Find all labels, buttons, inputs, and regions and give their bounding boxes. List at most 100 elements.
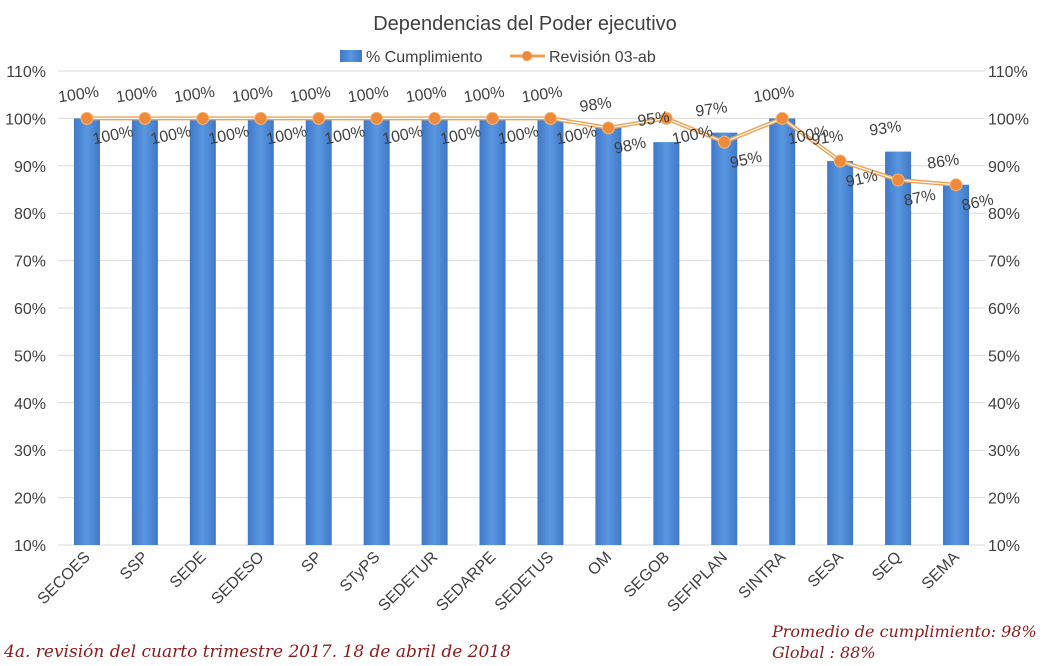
y-tick-label-right: 20% [988, 491, 1020, 508]
bar-data-label: 100% [57, 84, 100, 107]
bar [595, 127, 622, 545]
legend-bar-swatch [340, 50, 362, 62]
footnote-average: Promedio de cumplimiento: 98% [772, 622, 1037, 641]
chart-title: Dependencias del Poder ejecutivo [373, 13, 677, 35]
category-label: SEQ [869, 549, 905, 585]
bar-data-label: 100% [347, 84, 390, 107]
line-point [254, 111, 268, 125]
line-point [428, 111, 442, 125]
bar [537, 118, 564, 546]
series-line-inner [87, 117, 957, 186]
bar-data-label: 97% [694, 99, 728, 120]
y-tick-label-left: 50% [14, 348, 46, 365]
bar-data-label: 93% [868, 118, 902, 139]
line-data-label: 91% [844, 168, 879, 191]
bar [421, 118, 448, 546]
bar-series [73, 118, 970, 546]
bar [131, 118, 158, 546]
footnote-left: 4a. revisión del cuarto trimestre 2017. … [4, 642, 511, 662]
bar [943, 184, 970, 545]
line-point [138, 111, 152, 125]
y-tick-label-right: 80% [988, 206, 1020, 223]
bar [827, 161, 854, 545]
y-tick-label-left: 60% [14, 301, 46, 318]
bar [305, 118, 332, 546]
category-label: OM [585, 549, 615, 579]
bar [189, 118, 216, 546]
y-axis-left: 10% 20% 30% 40% 50% 60% 70% 80% 90% 100% 110% [5, 64, 46, 555]
y-tick-label-left: 100% [5, 111, 46, 128]
bar [885, 151, 912, 545]
y-tick-label-right: 50% [988, 348, 1020, 365]
category-label: SEDESO [208, 549, 267, 608]
footnote-global: Global : 88% [772, 643, 876, 662]
line-data-label: 95% [729, 149, 764, 172]
y-tick-label-right: 90% [988, 159, 1020, 176]
bar-data-label: 100% [289, 84, 332, 107]
bar [769, 118, 796, 546]
bar-data-label: 100% [521, 84, 564, 107]
y-tick-label-right: 70% [988, 254, 1020, 271]
y-tick-label-right: 60% [988, 301, 1020, 318]
bar [653, 142, 680, 545]
bar-data-label: 95% [637, 109, 671, 130]
y-tick-label-left: 110% [6, 64, 46, 81]
category-label: SEFIPLAN [664, 549, 731, 616]
category-label: SEDE [167, 549, 210, 592]
line-data-label: 86% [960, 191, 995, 214]
y-tick-label-right: 30% [988, 443, 1020, 460]
category-label: SESA [805, 549, 847, 591]
line-point [833, 154, 847, 168]
y-tick-label-left: 30% [14, 443, 46, 460]
category-label: SEMA [919, 549, 963, 593]
category-label: SSP [117, 549, 152, 584]
category-label: STyPS [337, 549, 384, 596]
line-series [80, 111, 963, 192]
legend-line-marker [522, 51, 532, 61]
bar [711, 132, 738, 545]
line-data-label: 100% [671, 123, 715, 148]
line-point [80, 111, 94, 125]
line-point [370, 111, 384, 125]
bar-data-label: 100% [463, 84, 506, 107]
category-label: SEGOB [621, 549, 673, 601]
legend: % Cumplimiento Revisión 03-ab [340, 49, 656, 66]
y-tick-label-left: 80% [14, 206, 46, 223]
line-point [543, 111, 557, 125]
line-point [891, 173, 905, 187]
line-point [949, 178, 963, 192]
bar-data-label: 100% [231, 84, 274, 107]
category-label: SP [298, 549, 325, 576]
y-tick-label-right: 40% [988, 396, 1020, 413]
bar-data-label: 100% [115, 84, 158, 107]
bar [73, 118, 100, 546]
category-label: SEDETUR [375, 549, 441, 615]
bar-data-label: 98% [579, 95, 613, 116]
line-data-label: 87% [902, 187, 937, 210]
category-label: SINTRA [736, 549, 790, 603]
bar [363, 118, 390, 546]
line-point [659, 111, 673, 125]
category-label: SECOES [35, 549, 94, 608]
y-tick-label-left: 90% [14, 159, 46, 176]
bar-data-label: 100% [405, 84, 448, 107]
bar [479, 118, 506, 546]
line-point [601, 121, 615, 135]
legend-bar-label: % Cumplimiento [366, 49, 483, 66]
bar-data-label: 91% [810, 128, 844, 149]
bar-data-label: 86% [926, 151, 960, 172]
y-tick-label-left: 70% [14, 254, 46, 271]
legend-line-label: Revisión 03-ab [549, 49, 656, 66]
y-tick-label-right: 10% [988, 538, 1020, 555]
y-tick-label-left: 10% [14, 538, 46, 555]
bar-data-label: 100% [173, 84, 216, 107]
y-axis-right: 10% 20% 30% 40% 50% 60% 70% 80% 90% 100% 110% [988, 64, 1029, 555]
bar-data-label: 100% [752, 84, 795, 107]
y-tick-label-left: 40% [14, 396, 46, 413]
line-point [717, 135, 731, 149]
y-tick-label-right: 110% [988, 64, 1028, 81]
line-data-label: 98% [613, 135, 648, 158]
category-label: SEDETUS [492, 549, 557, 614]
